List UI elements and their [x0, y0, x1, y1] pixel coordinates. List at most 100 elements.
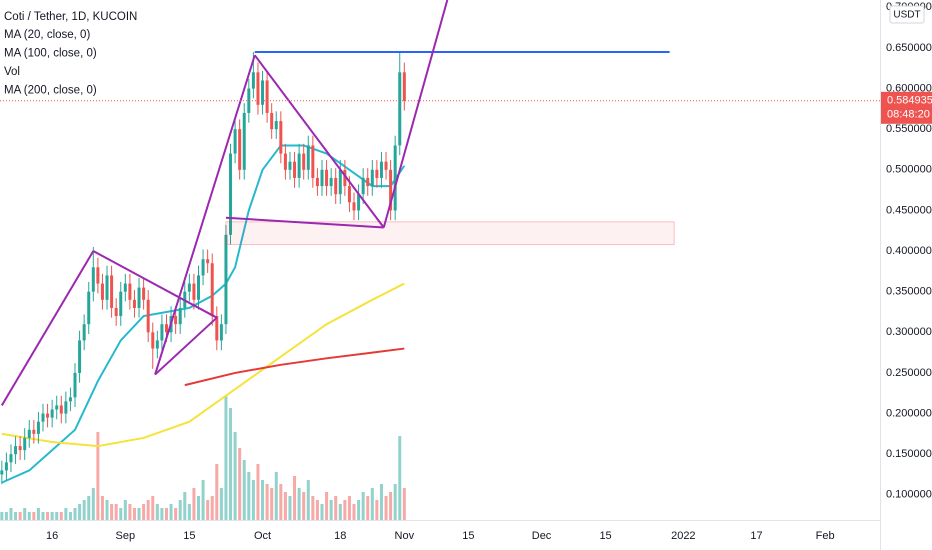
candle-body [379, 161, 383, 178]
volume-bar [146, 500, 150, 520]
candle-body [137, 287, 141, 308]
legend-item: MA (100, close, 0) [4, 48, 97, 60]
candle-body [9, 454, 13, 463]
x-tick-label: 16 [46, 530, 58, 542]
volume-bar [357, 500, 361, 520]
volume-bar [206, 500, 210, 520]
candle-body [210, 263, 214, 317]
candle-body [146, 299, 150, 333]
candle-body [347, 186, 351, 203]
volume-bar [261, 480, 265, 520]
candle-body [274, 121, 278, 130]
candle-body [251, 72, 255, 89]
y-tick-label: 0.400000 [886, 245, 932, 257]
volume-bar [4, 512, 8, 520]
volume-bar [151, 496, 155, 520]
volume-bar [36, 508, 40, 520]
volume-bar [302, 492, 306, 520]
volume-bar [297, 488, 301, 520]
candle-body [128, 283, 132, 300]
x-tick-label: 2022 [671, 530, 695, 542]
volume-bar [68, 512, 72, 520]
volume-bar [78, 504, 82, 520]
volume-bar [306, 480, 310, 520]
candle-body [375, 169, 379, 178]
candle-body [261, 80, 265, 105]
candle-body [297, 153, 301, 178]
volume-bar [164, 508, 168, 520]
trend-line [382, 0, 449, 228]
x-tick-label: 15 [599, 530, 611, 542]
currency[interactable]: USDT [893, 10, 920, 21]
y-tick-label: 0.300000 [886, 326, 932, 338]
volume-bar [370, 488, 374, 520]
volume-bar [256, 464, 260, 520]
price-tag-value: 0.584935 [887, 95, 932, 107]
volume-bar [375, 500, 379, 520]
y-tick-label: 0.600000 [886, 82, 932, 94]
volume-bar [187, 504, 191, 520]
y-tick-label: 0.650000 [886, 42, 932, 54]
zone [225, 221, 675, 246]
legend-title: Coti / Tether, 1D, KUCOIN [4, 11, 137, 23]
candle-body [155, 340, 159, 349]
volume-bar [55, 512, 59, 520]
volume-bar [27, 512, 31, 520]
candle-body [192, 283, 196, 300]
y-tick-label: 0.100000 [886, 489, 932, 501]
candle-body [206, 259, 210, 264]
volume-bar [87, 496, 91, 520]
candle-body [311, 145, 315, 178]
volume-bar [59, 512, 63, 520]
candle-body [41, 413, 45, 422]
volume-bar [82, 500, 86, 520]
volume-bar [123, 500, 127, 520]
volume-bar [32, 512, 36, 520]
volume-bar [23, 508, 27, 520]
x-tick-label: 15 [462, 530, 474, 542]
volume-bar [329, 500, 333, 520]
volume-bar [119, 508, 123, 520]
volume-bar [0, 512, 4, 520]
trend-line [225, 216, 384, 229]
volume-bar [229, 408, 233, 520]
currency-box[interactable] [889, 5, 925, 24]
volume-bar [288, 496, 292, 520]
volume-bar [274, 472, 278, 520]
candle-body [338, 169, 342, 195]
volume-bar [219, 488, 223, 520]
x-tick-label: Dec [532, 530, 552, 542]
ma-line [1, 282, 405, 448]
volume-bar [41, 512, 45, 520]
candle-body [302, 153, 306, 170]
candle-body [119, 291, 123, 317]
volume-bar [197, 496, 201, 520]
x-tick-label: 17 [750, 530, 762, 542]
volume-bar [110, 504, 114, 520]
candle-body [73, 372, 77, 398]
volume [0, 396, 406, 520]
candle-body [197, 275, 201, 300]
candle-body [279, 121, 283, 154]
volume-bar [352, 504, 356, 520]
candle-body [0, 470, 4, 475]
volume-bar [96, 432, 100, 520]
volume-bar [366, 496, 370, 520]
candle-body [320, 169, 324, 187]
candle-body [219, 324, 223, 341]
volume-bar [325, 492, 329, 520]
volume-bar [384, 496, 388, 520]
candle-body [105, 275, 109, 300]
volume-bar [105, 500, 109, 520]
candle-body [96, 267, 100, 284]
candle-body [270, 112, 274, 130]
x-tick-label: Sep [116, 530, 136, 542]
candle-body [361, 177, 365, 195]
x-tick-label: 15 [183, 530, 195, 542]
volume-bar [334, 496, 338, 520]
trend-line [0, 250, 95, 406]
volume-bar [347, 496, 351, 520]
candle-body [357, 194, 361, 211]
x-tick-label: Oct [254, 530, 271, 542]
candle-body [87, 291, 91, 325]
